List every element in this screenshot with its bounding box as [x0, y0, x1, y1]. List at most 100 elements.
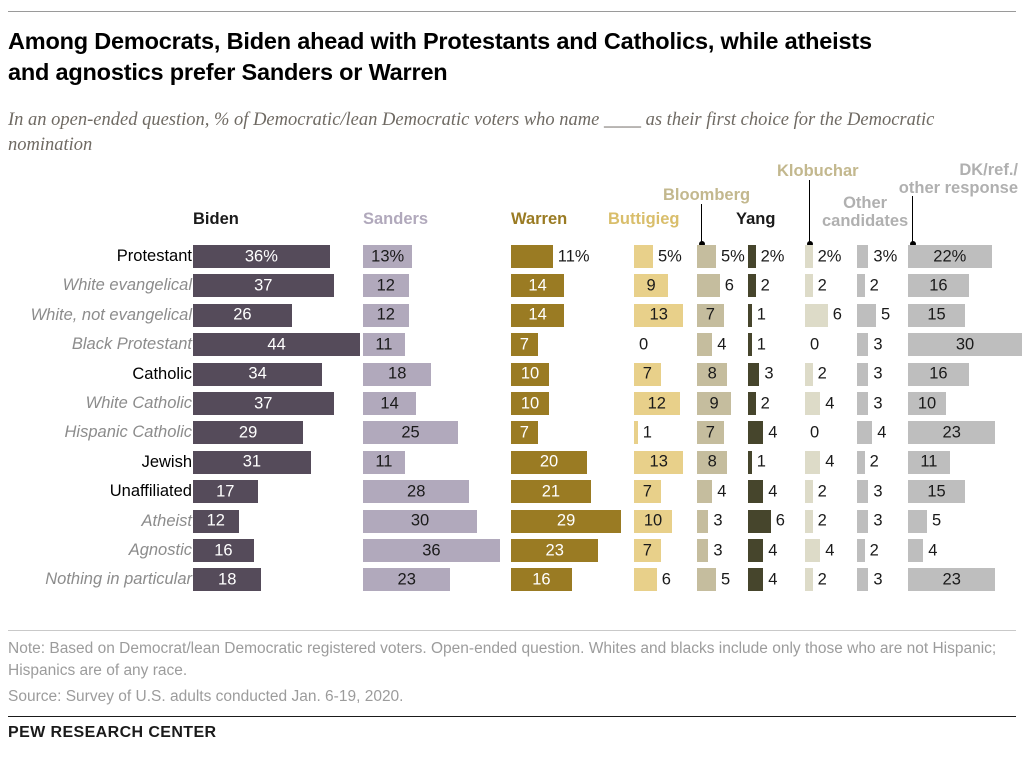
bar-bloomberg[interactable]: 3	[697, 539, 723, 562]
bar-warren[interactable]: 29	[511, 509, 622, 533]
bar-other[interactable]: 3	[857, 333, 883, 357]
bar-bloomberg[interactable]: 3	[697, 509, 723, 533]
bar-warren[interactable]: 16	[511, 568, 572, 592]
table-row[interactable]: Unaffiliated 17 28 21 7 4 4 2 3 15	[0, 480, 1024, 507]
bar-klobuchar[interactable]: 2	[805, 568, 827, 592]
bar-warren[interactable]: 21	[511, 480, 591, 504]
bar-klobuchar[interactable]: 4	[805, 539, 834, 562]
bar-buttigieg[interactable]: 10	[634, 509, 672, 533]
bar-warren[interactable]: 14	[511, 274, 565, 298]
table-row[interactable]: White evangelical 37 12 14 9 6 2 2 2 16	[0, 274, 1024, 301]
bar-yang[interactable]: 1	[748, 303, 766, 327]
bar-bloomberg[interactable]: 4	[697, 333, 726, 357]
bar-bloomberg[interactable]: 7	[697, 303, 724, 327]
bar-bloomberg[interactable]: 8	[697, 450, 728, 474]
bar-sanders[interactable]: 13%	[363, 245, 413, 268]
bar-warren[interactable]: 20	[511, 450, 587, 474]
table-row[interactable]: Black Protestant 44 11 7 0 4 1 0 3 30	[0, 333, 1024, 360]
bar-dk[interactable]: 4	[908, 539, 937, 562]
bar-dk[interactable]: 23	[908, 421, 996, 445]
bar-yang[interactable]: 4	[748, 421, 777, 445]
bar-yang[interactable]: 1	[748, 450, 766, 474]
bar-warren[interactable]: 7	[511, 421, 538, 445]
bar-buttigieg[interactable]: 13	[634, 450, 684, 474]
bar-klobuchar[interactable]: 6	[805, 303, 842, 327]
bar-dk[interactable]: 16	[908, 362, 969, 386]
bar-bloomberg[interactable]: 6	[697, 274, 734, 298]
bar-dk[interactable]: 16	[908, 274, 969, 298]
bar-yang[interactable]: 4	[748, 568, 777, 592]
bar-other[interactable]: 3%	[857, 245, 897, 268]
bar-klobuchar[interactable]: 2	[805, 509, 827, 533]
bar-sanders[interactable]: 25	[363, 421, 458, 445]
table-row[interactable]: Protestant 36% 13% 11% 5% 5% 2% 2% 3% 22%	[0, 245, 1024, 272]
bar-dk[interactable]: 22%	[908, 245, 992, 268]
table-row[interactable]: Atheist 12 30 29 10 3 6 2 3 5	[0, 509, 1024, 537]
bar-other[interactable]: 2	[857, 274, 879, 298]
bar-warren[interactable]: 14	[511, 303, 565, 327]
bar-dk[interactable]: 15	[908, 480, 965, 504]
bar-other[interactable]: 2	[857, 450, 879, 474]
bar-buttigieg[interactable]: 6	[634, 568, 671, 592]
bar-other[interactable]: 3	[857, 568, 883, 592]
bar-biden[interactable]: 26	[193, 303, 292, 327]
bar-bloomberg[interactable]: 4	[697, 480, 726, 504]
bar-sanders[interactable]: 28	[363, 480, 470, 504]
bar-buttigieg[interactable]: 7	[634, 539, 661, 562]
bar-dk[interactable]: 30	[908, 333, 1022, 357]
bar-other[interactable]: 4	[857, 421, 886, 445]
bar-dk[interactable]: 10	[908, 392, 946, 415]
bar-bloomberg[interactable]: 5	[697, 568, 730, 592]
bar-bloomberg[interactable]: 8	[697, 362, 728, 386]
bar-yang[interactable]: 6	[748, 509, 785, 533]
table-row[interactable]: White Catholic 37 14 10 12 9 2 4 3 10	[0, 392, 1024, 419]
bar-dk[interactable]: 15	[908, 303, 965, 327]
bar-klobuchar[interactable]: 2	[805, 274, 827, 298]
bar-other[interactable]: 3	[857, 392, 883, 415]
bar-biden[interactable]: 34	[193, 362, 323, 386]
table-row[interactable]: Agnostic 16 36 23 7 3 4 4 2 4	[0, 539, 1024, 566]
bar-yang[interactable]: 3	[748, 362, 774, 386]
bar-biden[interactable]: 37	[193, 392, 334, 415]
bar-biden[interactable]: 18	[193, 568, 262, 592]
bar-dk[interactable]: 5	[908, 509, 941, 533]
bar-dk[interactable]: 23	[908, 568, 996, 592]
bar-biden[interactable]: 44	[193, 333, 361, 357]
bar-klobuchar[interactable]: 4	[805, 450, 834, 474]
bar-sanders[interactable]: 30	[363, 509, 477, 533]
bar-bloomberg[interactable]: 5%	[697, 245, 745, 268]
bar-other[interactable]: 3	[857, 480, 883, 504]
bar-biden[interactable]: 16	[193, 539, 254, 562]
bar-warren[interactable]: 10	[511, 392, 549, 415]
bar-biden[interactable]: 29	[193, 421, 304, 445]
bar-buttigieg[interactable]: 5%	[634, 245, 682, 268]
table-row[interactable]: Catholic 34 18 10 7 8 3 2 3 16	[0, 362, 1024, 390]
table-row[interactable]: Jewish 31 11 20 13 8 1 4 2 11	[0, 450, 1024, 478]
bar-yang[interactable]: 1	[748, 333, 766, 357]
bar-biden[interactable]: 37	[193, 274, 334, 298]
bar-buttigieg[interactable]: 7	[634, 362, 661, 386]
bar-other[interactable]: 3	[857, 509, 883, 533]
bar-buttigieg[interactable]: 13	[634, 303, 684, 327]
bar-sanders[interactable]: 11	[363, 333, 405, 357]
bar-sanders[interactable]: 18	[363, 362, 432, 386]
bar-buttigieg[interactable]: 12	[634, 392, 680, 415]
bar-biden[interactable]: 12	[193, 509, 239, 533]
bar-klobuchar[interactable]: 4	[805, 392, 834, 415]
bar-yang[interactable]: 4	[748, 480, 777, 504]
bar-bloomberg[interactable]: 7	[697, 421, 724, 445]
table-row[interactable]: Nothing in particular 18 23 16 6 5 4 2 3 23	[0, 568, 1024, 595]
bar-biden[interactable]: 17	[193, 480, 258, 504]
bar-klobuchar[interactable]: 2	[805, 362, 827, 386]
bar-other[interactable]: 2	[857, 539, 879, 562]
bar-yang[interactable]: 2%	[748, 245, 784, 268]
bar-yang[interactable]: 2	[748, 274, 770, 298]
bar-klobuchar[interactable]: 2	[805, 480, 827, 504]
bar-biden[interactable]: 36%	[193, 245, 330, 268]
bar-dk[interactable]: 11	[908, 450, 950, 474]
bar-other[interactable]: 3	[857, 362, 883, 386]
bar-bloomberg[interactable]: 9	[697, 392, 732, 415]
bar-buttigieg[interactable]: 7	[634, 480, 661, 504]
table-row[interactable]: Hispanic Catholic 29 25 7 1 7 4 0 4 23	[0, 421, 1024, 448]
bar-warren[interactable]: 10	[511, 362, 549, 386]
